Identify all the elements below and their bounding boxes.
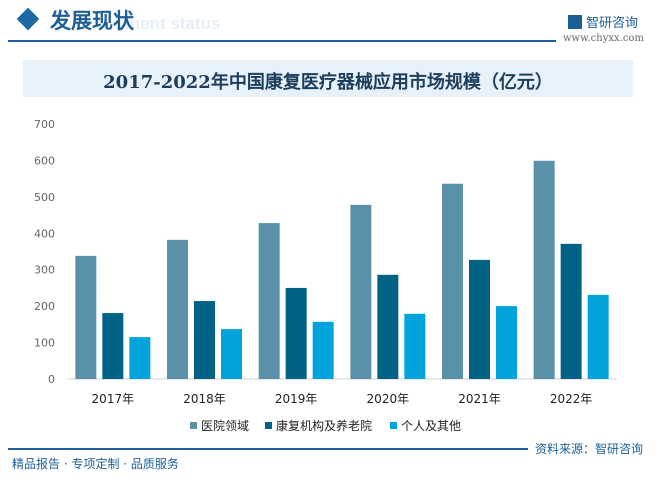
footer-tagline: 精品报告 · 专项定制 · 品质服务 (12, 457, 179, 471)
bar (167, 239, 188, 379)
x-tick-label: 2020年 (367, 392, 410, 406)
bar (129, 337, 151, 379)
logo-icon (568, 14, 582, 29)
bar (469, 259, 490, 379)
x-tick-label: 2019年 (275, 392, 318, 406)
bar (75, 255, 97, 379)
y-tick-label: 700 (34, 118, 55, 131)
y-tick-label: 300 (34, 264, 55, 277)
y-tick-label: 200 (34, 300, 55, 313)
x-tick-label: 2022年 (550, 392, 593, 406)
bar (312, 321, 334, 379)
bar (194, 301, 215, 379)
legend-label: 医院领域 (201, 419, 249, 433)
chart-title: 2017-2022年中国康复医疗器械应用市场规模（亿元） (103, 72, 553, 93)
site-url: www.chyxx.com (563, 33, 644, 44)
section-title: 发展现状 (50, 9, 134, 33)
bar (258, 223, 280, 379)
bar (560, 243, 582, 379)
bar (587, 294, 609, 379)
bar (404, 313, 426, 379)
footer-divider (8, 448, 528, 450)
bar (377, 274, 399, 379)
bar (285, 287, 307, 379)
y-tick-label: 400 (34, 227, 55, 240)
chart-title-box: 2017-2022年中国康复医疗器械应用市场规模（亿元） (23, 60, 633, 97)
bar (496, 306, 517, 379)
legend-label: 个人及其他 (401, 419, 461, 433)
bar (221, 329, 242, 379)
header-watermark: ment status (125, 14, 221, 33)
y-tick-label: 500 (34, 191, 55, 204)
bar (533, 160, 555, 379)
legend-label: 康复机构及养老院 (276, 418, 372, 433)
y-tick-label: 100 (34, 337, 55, 350)
bar (442, 183, 463, 379)
bar (350, 204, 372, 379)
logo-text: 智研咨询 (586, 16, 639, 31)
source-note: 资料来源：智研咨询 (535, 442, 644, 456)
y-tick-label: 0 (48, 373, 55, 386)
legend-swatch (190, 422, 197, 429)
x-tick-label: 2018年 (183, 392, 226, 406)
logo: 智研咨询 (568, 12, 638, 31)
x-tick-label: 2017年 (92, 392, 135, 406)
header-divider (8, 40, 556, 42)
y-tick-label: 600 (34, 154, 55, 167)
x-tick-label: 2021年 (458, 392, 501, 406)
legend-swatch (265, 422, 272, 429)
bar (102, 313, 124, 379)
legend-swatch (390, 422, 397, 429)
